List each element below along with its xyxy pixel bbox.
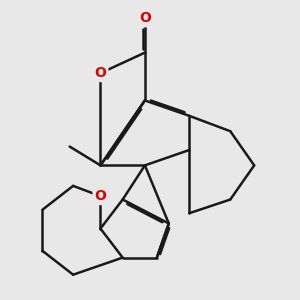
Text: O: O [94,66,106,80]
Text: O: O [94,189,106,203]
Text: O: O [139,11,151,25]
